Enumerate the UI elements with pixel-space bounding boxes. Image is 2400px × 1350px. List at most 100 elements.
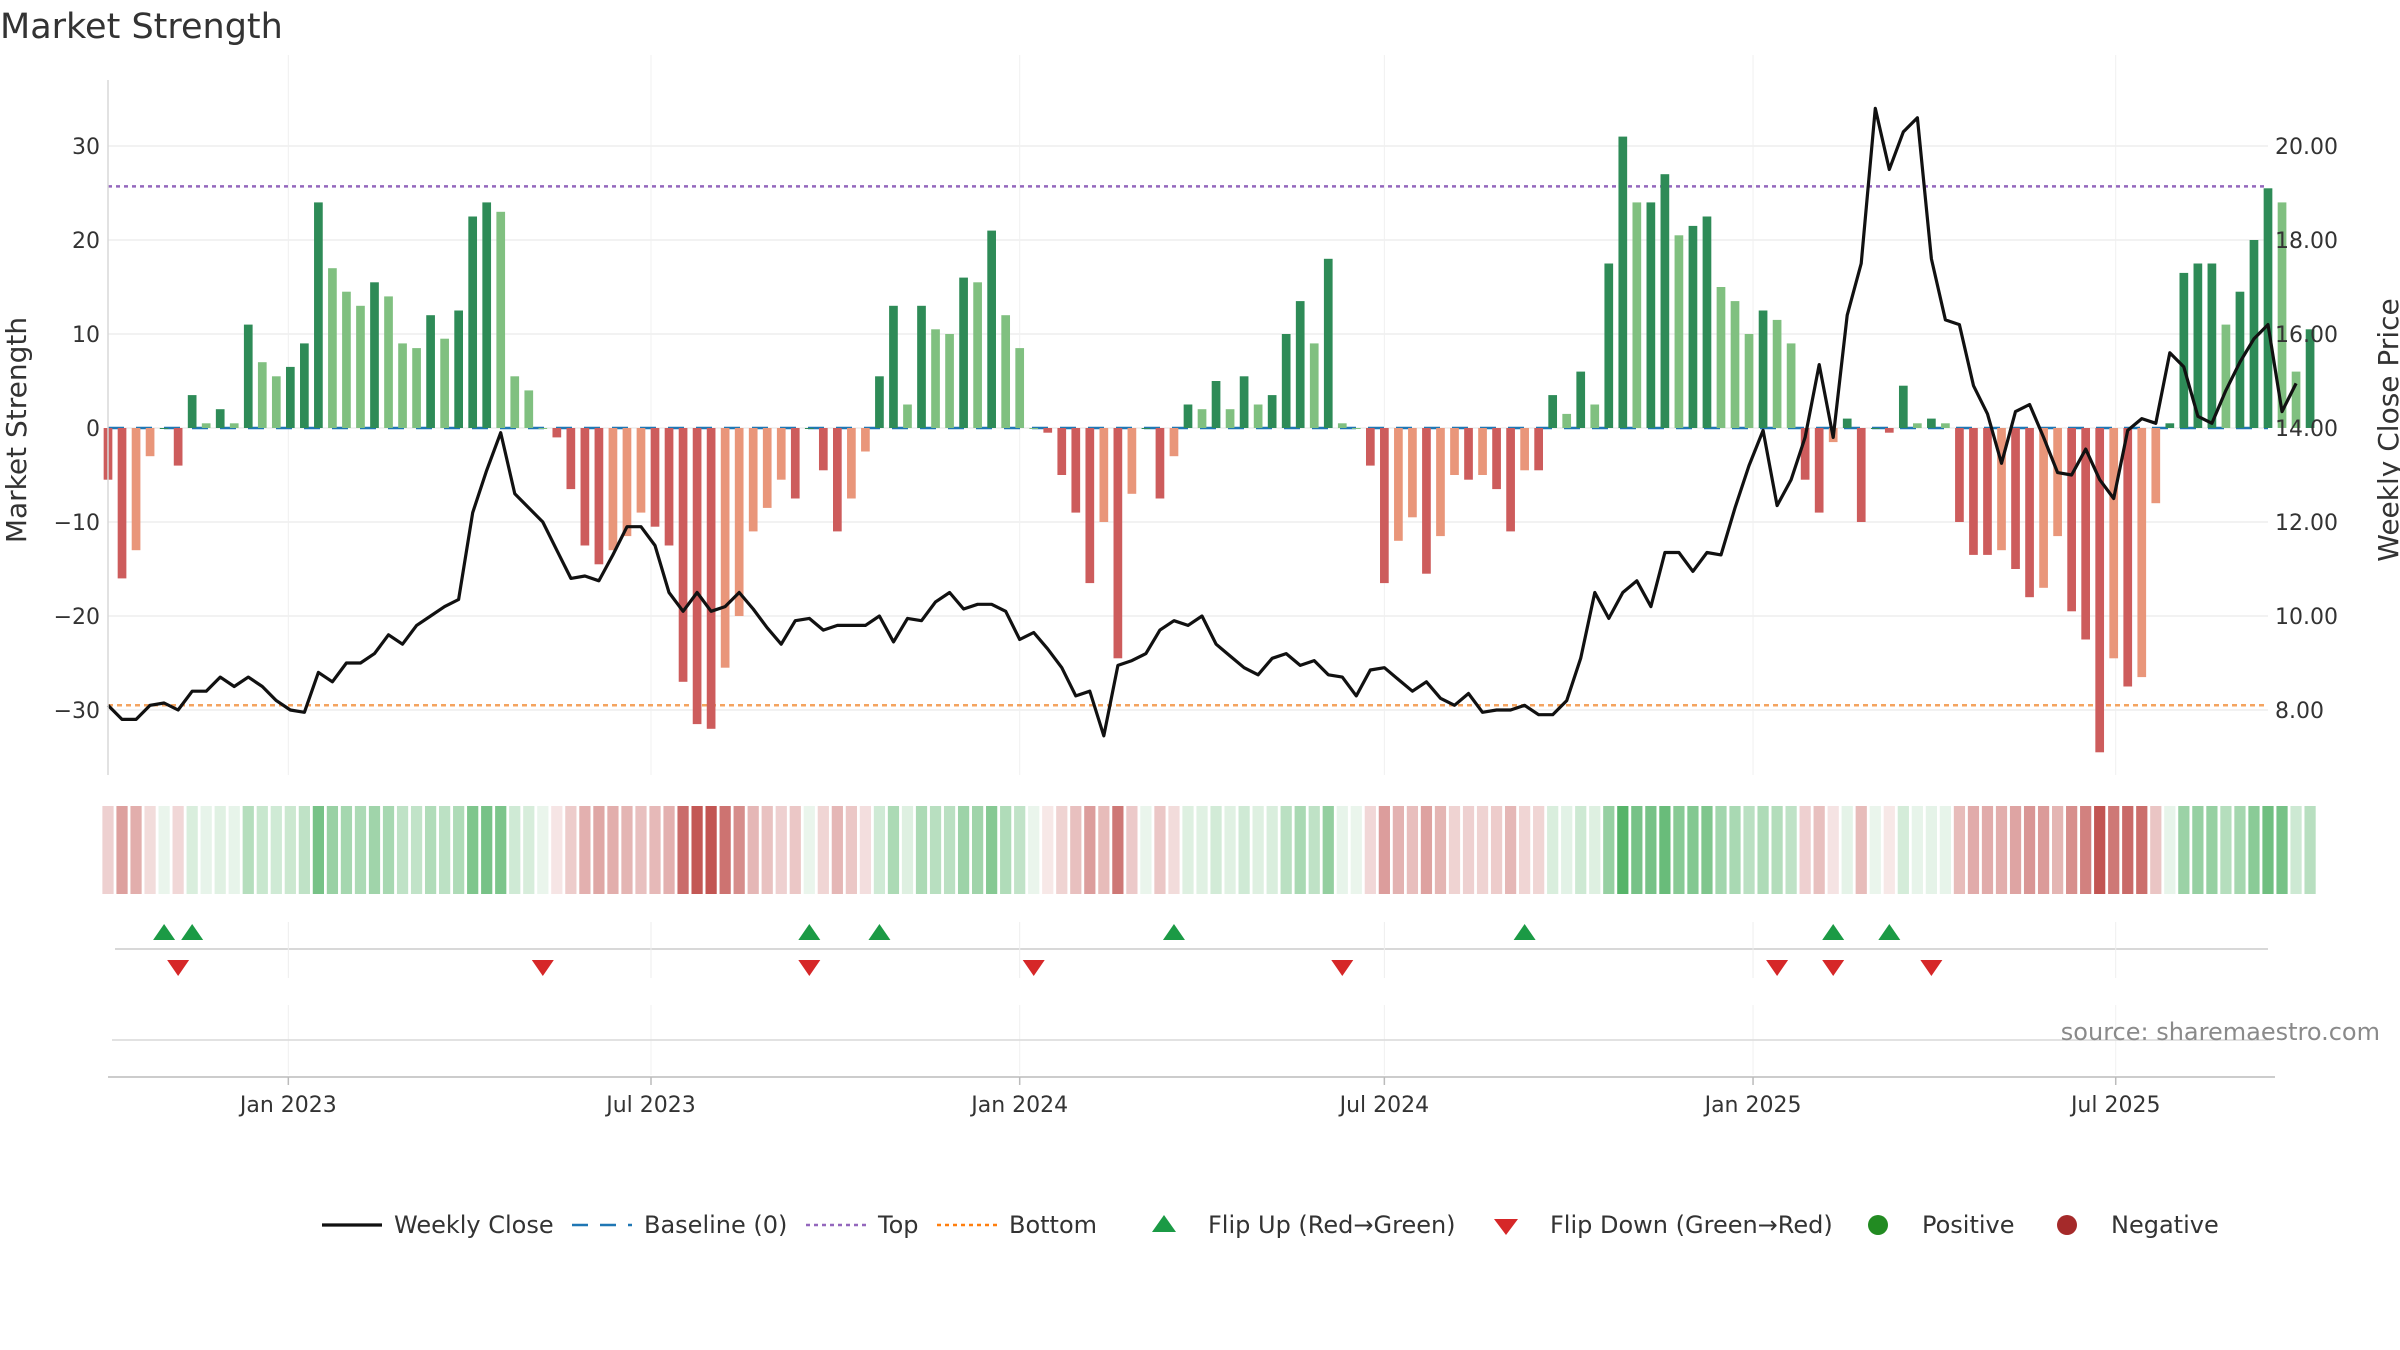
strength-bar (187, 395, 197, 428)
strength-bar (931, 329, 940, 428)
strength-bar (2179, 272, 2189, 428)
strength-bar (734, 428, 744, 616)
strip-cell (2037, 806, 2050, 894)
strip-cell (1827, 806, 1839, 894)
strength-bar (1408, 428, 1417, 518)
strength-bar (1576, 371, 1586, 428)
strip-cell (1561, 806, 1573, 894)
strength-bar (1758, 310, 1768, 428)
flip-up-marker (1162, 924, 1185, 940)
strip-cell (1519, 806, 1531, 894)
flip-down-marker (1920, 960, 1943, 976)
strength-bar (229, 423, 239, 428)
strength-bar (342, 291, 351, 428)
strip-cell (1813, 806, 1825, 894)
legend-item: Positive (1868, 1211, 2015, 1239)
x-tick-label: Jan 2025 (1703, 1093, 1802, 1118)
strength-bar (496, 211, 506, 428)
x-tick-label: Jul 2025 (2069, 1093, 2161, 1118)
y2-tick-label: 14.00 (2275, 417, 2338, 442)
strip-cell (1925, 806, 1937, 894)
legend-item: Weekly Close (322, 1211, 554, 1239)
strip-cell (607, 806, 619, 894)
strip-cell (635, 806, 647, 894)
strength-bar (454, 310, 463, 428)
strength-bar (370, 282, 379, 428)
strip-cell (1280, 806, 1292, 894)
strip-cell (2290, 806, 2302, 894)
y-tick-label: −20 (54, 605, 100, 630)
strip-cell (2122, 806, 2134, 894)
y2-tick-label: 10.00 (2275, 605, 2338, 630)
strength-bar (2039, 428, 2048, 588)
strength-bar (1997, 428, 2006, 551)
strength-bar (1506, 428, 1515, 532)
strip-cell (1631, 806, 1643, 894)
strip-cell (1476, 806, 1489, 894)
strip-cell (1645, 806, 1657, 894)
strip-cell (1448, 806, 1461, 894)
strength-bar (790, 428, 800, 499)
strip-cell (382, 806, 395, 894)
strength-bar (2221, 324, 2231, 428)
strength-bar (748, 428, 758, 532)
strip-cell (1757, 806, 1769, 894)
strip-cell (2248, 806, 2260, 894)
strip-cell (298, 806, 310, 894)
y2-tick-label: 18.00 (2275, 229, 2338, 254)
strip-cell (803, 806, 815, 894)
weekly-close-series (106, 106, 2298, 738)
strength-bar (2067, 428, 2076, 612)
strip-cell (270, 806, 282, 894)
strength-bar (1365, 428, 1375, 466)
strip-cell (1392, 806, 1404, 894)
y-axis-label: Market Strength (0, 317, 33, 543)
strip-cell (284, 806, 296, 894)
strip-cell (1547, 806, 1559, 894)
strip-cell (2009, 806, 2022, 894)
strength-bar (1983, 428, 1992, 555)
strip-cell (1490, 806, 1503, 894)
strength-bar (1716, 287, 1726, 428)
strength-bar (117, 428, 127, 579)
strip-cell (929, 806, 942, 894)
strength-bar (2193, 263, 2203, 428)
strength-bar (1155, 428, 1165, 499)
x-tick-label: Jan 2023 (238, 1093, 337, 1118)
strength-bar (2137, 428, 2147, 678)
strength-bar (720, 428, 730, 668)
strength-bar (1043, 428, 1053, 433)
reference-lines (108, 185, 2268, 707)
strength-bar (1478, 428, 1487, 475)
strip-cell (1070, 806, 1082, 894)
strip-cell (1715, 806, 1727, 894)
strip-cell (186, 806, 198, 894)
strip-cell (326, 806, 339, 894)
strength-bar (1786, 343, 1796, 428)
legend-label: Baseline (0) (644, 1211, 787, 1239)
strength-bar (2277, 202, 2287, 428)
strength-bar (1337, 423, 1347, 428)
y-tick-label: −30 (54, 699, 100, 724)
strip-cell (621, 806, 633, 894)
strength-bar (285, 366, 295, 428)
bottom-panel (108, 1005, 2275, 1078)
strip-cell (649, 806, 661, 894)
strength-bar (524, 390, 534, 428)
legend-item: Baseline (0) (572, 1211, 787, 1239)
strength-bar (1842, 418, 1852, 428)
strength-bar (2053, 428, 2062, 537)
strength-bar (1225, 409, 1235, 428)
strength-bar (1927, 418, 1936, 428)
strip-cell (1084, 806, 1096, 894)
strip-cell (551, 806, 563, 894)
legend: Weekly Close Baseline (0) Top Bottom Flip Up… (322, 1211, 2219, 1239)
strip-cell (1617, 806, 1629, 894)
strip-cell (1687, 806, 1699, 894)
strength-bar (987, 230, 996, 428)
strength-bar (1309, 343, 1319, 428)
strip-cell (1238, 806, 1250, 894)
strength-bar (875, 376, 884, 428)
legend-item: Flip Down (Green→Red) (1494, 1211, 1833, 1239)
strip-cell (312, 806, 324, 894)
